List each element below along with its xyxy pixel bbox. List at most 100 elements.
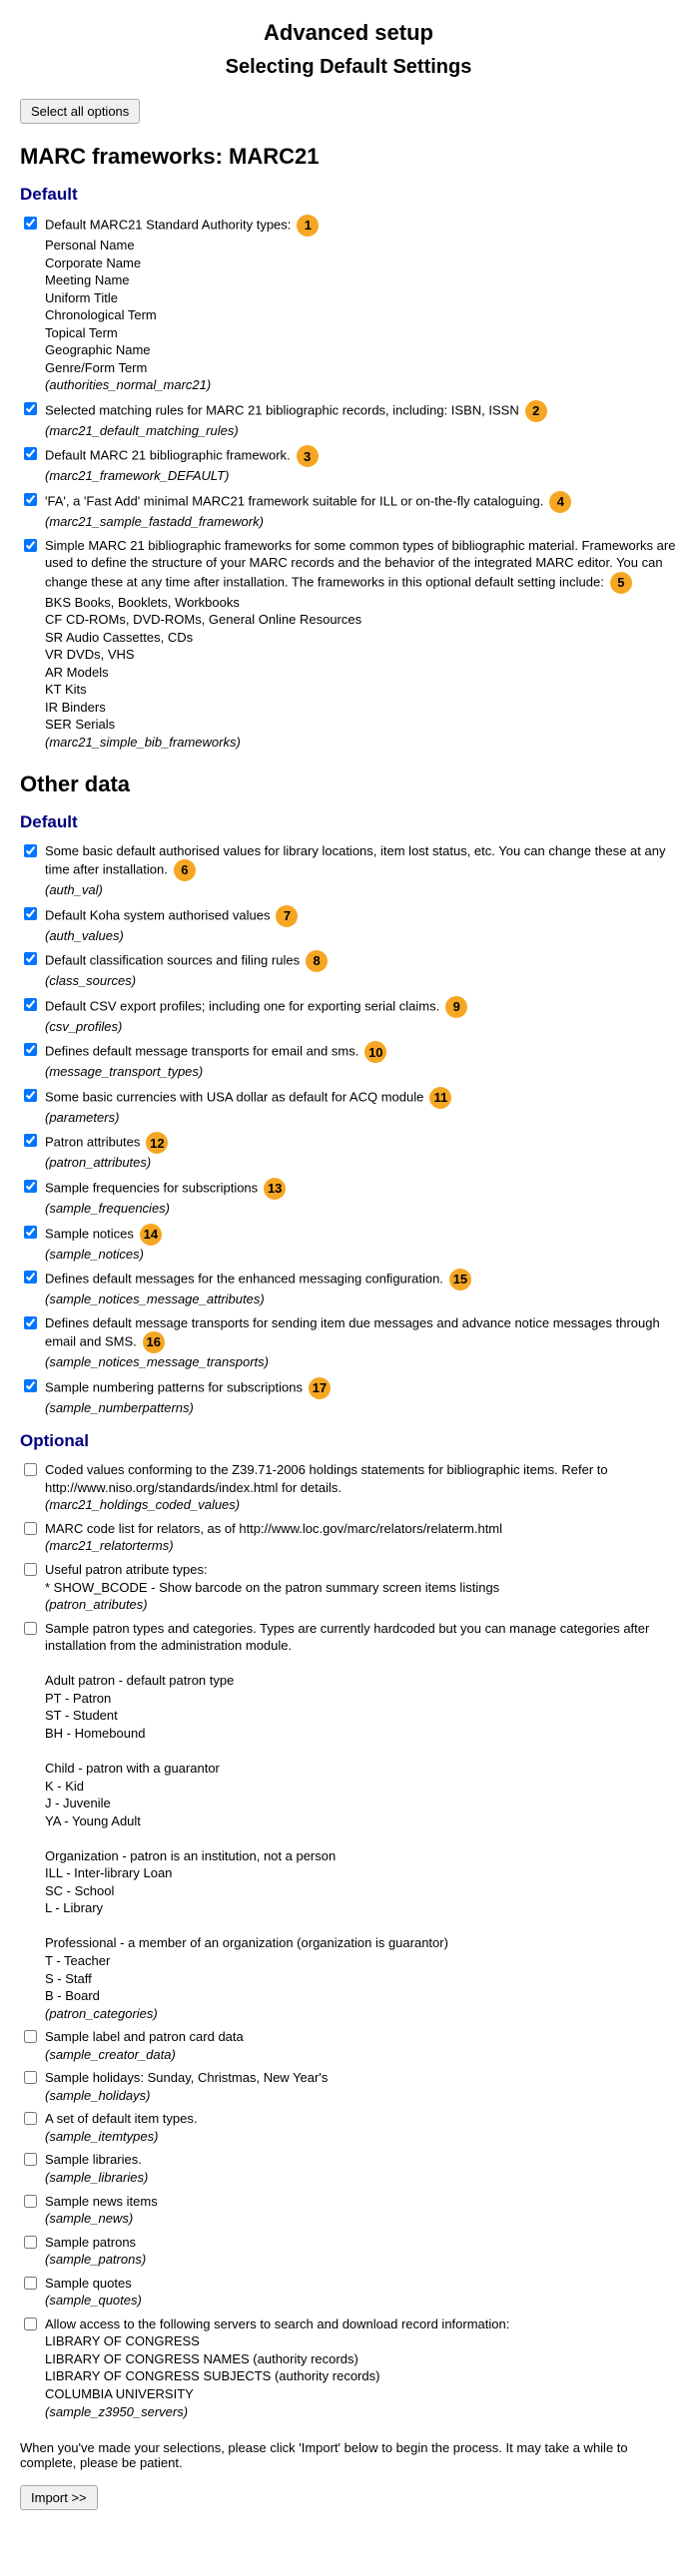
other-optional-text: T - Teacher bbox=[45, 1953, 110, 1968]
other-optional-slug: (sample_news) bbox=[45, 2211, 133, 2226]
other-default-text: Default CSV export profiles; including o… bbox=[45, 998, 439, 1013]
other-optional-text: Sample patron types and categories. Type… bbox=[45, 1621, 649, 1654]
other-optional-text: Child - patron with a guarantor bbox=[45, 1761, 220, 1776]
other-optional-item: Sample news items(sample_news) bbox=[20, 2193, 677, 2228]
other-default-item: Patron attributes12(patron_attributes) bbox=[20, 1132, 677, 1172]
other-default-slug: (sample_notices) bbox=[45, 1247, 144, 1262]
other-optional-item: Sample quotes(sample_quotes) bbox=[20, 2275, 677, 2310]
marc-default-checkbox[interactable] bbox=[24, 447, 37, 460]
other-optional-item: Sample patrons(sample_patrons) bbox=[20, 2234, 677, 2269]
other-default-item: Some basic currencies with USA dollar as… bbox=[20, 1087, 677, 1127]
step-badge: 17 bbox=[309, 1377, 331, 1399]
step-badge: 8 bbox=[306, 950, 328, 972]
other-default-checkbox[interactable] bbox=[24, 998, 37, 1011]
other-default-slug: (parameters) bbox=[45, 1110, 119, 1125]
other-default-checkbox[interactable] bbox=[24, 952, 37, 965]
other-default-text: Some basic currencies with USA dollar as… bbox=[45, 1089, 423, 1104]
other-optional-checkbox[interactable] bbox=[24, 2071, 37, 2084]
other-optional-checkbox[interactable] bbox=[24, 2318, 37, 2330]
marc-default-item: Simple MARC 21 bibliographic frameworks … bbox=[20, 537, 677, 752]
other-optional-item: Sample holidays: Sunday, Christmas, New … bbox=[20, 2069, 677, 2104]
other-default-text: Defines default message transports for e… bbox=[45, 1044, 358, 1059]
other-default-checkbox[interactable] bbox=[24, 1379, 37, 1392]
other-default-checkbox[interactable] bbox=[24, 1180, 37, 1193]
other-optional-checkbox[interactable] bbox=[24, 1522, 37, 1535]
other-optional-checkbox[interactable] bbox=[24, 2153, 37, 2166]
marc-default-item: Default MARC 21 bibliographic framework.… bbox=[20, 445, 677, 485]
marc-default-list: Default MARC21 Standard Authority types:… bbox=[20, 215, 677, 752]
other-optional-slug: (patron_atributes) bbox=[45, 1597, 148, 1612]
other-optional-item: Coded values conforming to the Z39.71-20… bbox=[20, 1461, 677, 1514]
other-optional-text: BH - Homebound bbox=[45, 1726, 145, 1741]
step-badge: 9 bbox=[445, 996, 467, 1018]
other-default-content: Sample notices14(sample_notices) bbox=[45, 1224, 677, 1264]
marc-default-text: Topical Term bbox=[45, 325, 118, 340]
select-all-button[interactable]: Select all options bbox=[20, 99, 140, 124]
other-optional-checkbox[interactable] bbox=[24, 2030, 37, 2043]
other-optional-checkbox[interactable] bbox=[24, 2195, 37, 2208]
marc-default-text: Chronological Term bbox=[45, 307, 157, 322]
other-optional-content: Coded values conforming to the Z39.71-20… bbox=[45, 1461, 677, 1514]
marc-default-checkbox[interactable] bbox=[24, 217, 37, 230]
other-optional-text: Organization - patron is an institution,… bbox=[45, 1848, 336, 1863]
other-optional-text: SC - School bbox=[45, 1883, 114, 1898]
other-default-checkbox[interactable] bbox=[24, 1226, 37, 1239]
other-optional-checkbox[interactable] bbox=[24, 2112, 37, 2125]
step-badge: 2 bbox=[525, 400, 547, 422]
other-optional-checkbox[interactable] bbox=[24, 1463, 37, 1476]
marc-default-text: BKS Books, Booklets, Workbooks bbox=[45, 595, 240, 610]
marc-default-content: 'FA', a 'Fast Add' minimal MARC21 framew… bbox=[45, 491, 677, 531]
other-default-content: Defines default messages for the enhance… bbox=[45, 1269, 677, 1308]
marc-default-checkbox[interactable] bbox=[24, 493, 37, 506]
other-default-checkbox[interactable] bbox=[24, 1043, 37, 1056]
other-optional-content: Sample news items(sample_news) bbox=[45, 2193, 677, 2228]
other-optional-checkbox[interactable] bbox=[24, 1563, 37, 1576]
other-optional-list: Coded values conforming to the Z39.71-20… bbox=[20, 1461, 677, 2420]
other-default-item: Defines default message transports for s… bbox=[20, 1314, 677, 1371]
marc-default-text: Meeting Name bbox=[45, 272, 130, 287]
marc-default-text: Default MARC 21 bibliographic framework. bbox=[45, 448, 291, 463]
page-title: Advanced setup bbox=[20, 20, 677, 46]
marc-default-text: VR DVDs, VHS bbox=[45, 647, 135, 662]
other-optional-checkbox[interactable] bbox=[24, 2277, 37, 2290]
other-optional-slug: (marc21_holdings_coded_values) bbox=[45, 1497, 240, 1512]
other-default-checkbox[interactable] bbox=[24, 1134, 37, 1147]
other-default-checkbox[interactable] bbox=[24, 907, 37, 920]
other-default-checkbox[interactable] bbox=[24, 1089, 37, 1102]
other-default-item: Default classification sources and filin… bbox=[20, 950, 677, 990]
other-default-checkbox[interactable] bbox=[24, 844, 37, 857]
marc-default-text: CF CD-ROMs, DVD-ROMs, General Online Res… bbox=[45, 612, 361, 627]
marc-default-content: Selected matching rules for MARC 21 bibl… bbox=[45, 400, 677, 440]
other-default-slug: (class_sources) bbox=[45, 973, 136, 988]
marc-default-text: AR Models bbox=[45, 665, 109, 680]
marc-default-text: 'FA', a 'Fast Add' minimal MARC21 framew… bbox=[45, 493, 543, 508]
other-default-slug: (message_transport_types) bbox=[45, 1064, 203, 1079]
other-default-slug: (auth_val) bbox=[45, 882, 103, 897]
other-default-content: Some basic currencies with USA dollar as… bbox=[45, 1087, 677, 1127]
other-optional-slug: (marc21_relatorterms) bbox=[45, 1538, 174, 1553]
other-optional-item: Sample label and patron card data(sample… bbox=[20, 2028, 677, 2063]
import-button[interactable]: Import >> bbox=[20, 2485, 98, 2510]
other-optional-text: * SHOW_BCODE - Show barcode on the patro… bbox=[45, 1580, 499, 1595]
marc-default-checkbox[interactable] bbox=[24, 402, 37, 415]
other-optional-content: MARC code list for relators, as of http:… bbox=[45, 1520, 677, 1555]
other-optional-checkbox[interactable] bbox=[24, 1622, 37, 1635]
marc-frameworks-header: MARC frameworks: MARC21 bbox=[20, 144, 677, 170]
other-optional-text: Adult patron - default patron type bbox=[45, 1673, 234, 1688]
other-optional-slug: (sample_itemtypes) bbox=[45, 2129, 158, 2144]
marc-default-text: KT Kits bbox=[45, 682, 87, 697]
marc-default-checkbox[interactable] bbox=[24, 539, 37, 552]
other-optional-content: Sample quotes(sample_quotes) bbox=[45, 2275, 677, 2310]
marc-default-text: Selected matching rules for MARC 21 bibl… bbox=[45, 402, 519, 417]
other-optional-item: Sample libraries.(sample_libraries) bbox=[20, 2151, 677, 2186]
other-optional-item: A set of default item types.(sample_item… bbox=[20, 2110, 677, 2145]
other-default-checkbox[interactable] bbox=[24, 1316, 37, 1329]
marc-default-text: SR Audio Cassettes, CDs bbox=[45, 630, 193, 645]
other-optional-checkbox[interactable] bbox=[24, 2236, 37, 2249]
other-default-text: Sample frequencies for subscriptions bbox=[45, 1180, 258, 1195]
other-default-checkbox[interactable] bbox=[24, 1271, 37, 1284]
other-optional-content: Sample label and patron card data(sample… bbox=[45, 2028, 677, 2063]
other-default-content: Default classification sources and filin… bbox=[45, 950, 677, 990]
other-optional-content: Sample holidays: Sunday, Christmas, New … bbox=[45, 2069, 677, 2104]
other-optional-header: Optional bbox=[20, 1431, 677, 1451]
